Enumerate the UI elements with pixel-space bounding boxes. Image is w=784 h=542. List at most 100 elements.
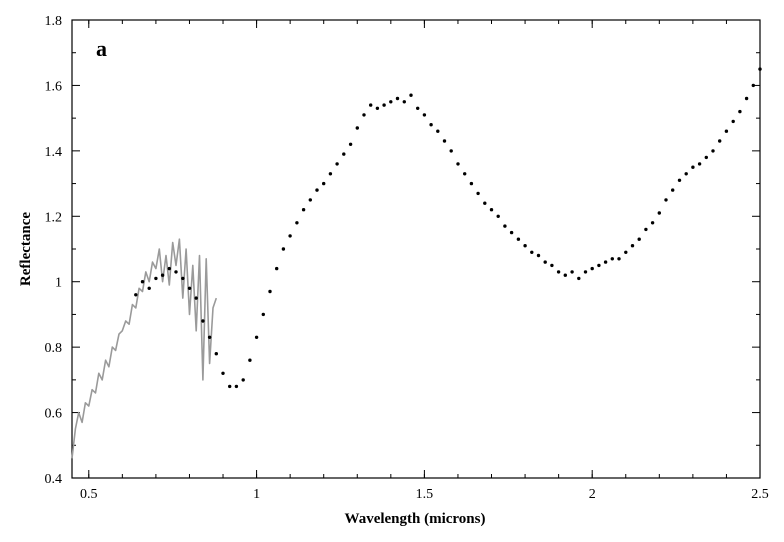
data-point: [248, 358, 252, 362]
data-point: [718, 139, 722, 143]
data-point: [550, 263, 554, 268]
data-point: [167, 266, 171, 271]
data-point: [288, 234, 292, 238]
panel-label: a: [96, 36, 107, 61]
data-point: [416, 106, 420, 111]
x-tick-label: 0.5: [80, 487, 98, 502]
data-point: [160, 273, 165, 277]
data-point: [644, 227, 648, 232]
data-point: [503, 224, 507, 228]
data-point: [449, 149, 453, 153]
series-0-line: [71, 238, 218, 459]
data-point: [570, 270, 574, 274]
data-point: [463, 172, 467, 176]
x-axis-title: Wavelength (microns): [345, 511, 486, 527]
data-point: [476, 191, 480, 196]
x-tick-label: 2: [589, 487, 596, 502]
data-point: [140, 280, 145, 284]
data-point: [650, 221, 655, 225]
data-point: [134, 293, 138, 297]
data-point: [436, 129, 440, 133]
data-point: [301, 208, 306, 212]
data-point: [751, 83, 755, 88]
data-point: [724, 129, 729, 133]
y-tick-label: 1: [55, 276, 62, 291]
data-point: [577, 276, 581, 281]
data-point: [563, 273, 567, 277]
data-point: [268, 289, 272, 294]
data-point: [738, 109, 742, 114]
data-point: [590, 266, 594, 271]
x-tick-label: 1.5: [416, 487, 434, 502]
series-layer: [71, 67, 762, 459]
data-point: [402, 100, 406, 104]
data-point: [201, 319, 205, 323]
data-point: [241, 378, 245, 382]
data-point: [684, 172, 688, 176]
data-point: [147, 286, 151, 290]
data-point: [671, 188, 675, 192]
data-point: [369, 103, 373, 107]
data-point: [610, 257, 614, 261]
data-point: [335, 162, 339, 166]
data-point: [691, 165, 695, 169]
y-tick-label: 0.4: [45, 472, 63, 487]
data-point: [154, 276, 158, 281]
data-point: [523, 244, 527, 248]
data-point: [603, 260, 608, 264]
data-point: [281, 247, 286, 251]
data-point: [389, 100, 393, 104]
y-tick-label: 1.6: [45, 79, 63, 94]
data-point: [758, 67, 762, 71]
data-point: [657, 211, 661, 215]
data-point: [362, 113, 366, 117]
data-point: [181, 276, 185, 281]
data-point: [187, 286, 192, 290]
y-tick-label: 1.4: [45, 145, 63, 160]
y-tick-label: 0.6: [45, 407, 63, 422]
plot-frame: [71, 19, 761, 479]
data-point: [275, 266, 279, 271]
data-point: [295, 221, 299, 225]
x-tick-label: 2.5: [751, 487, 769, 502]
data-point: [704, 155, 708, 160]
data-point: [677, 178, 682, 182]
data-point: [456, 162, 460, 166]
data-point: [556, 270, 561, 274]
data-point: [348, 142, 353, 146]
data-point: [214, 352, 218, 356]
y-axis-ticks: 0.4 0.6 0.8 1 1.2 1.4 1.6 1.8: [45, 14, 760, 487]
data-point: [315, 188, 319, 192]
data-point: [583, 270, 588, 274]
data-point: [254, 335, 259, 339]
data-point: [382, 103, 386, 107]
data-point: [530, 250, 534, 254]
data-point: [429, 123, 433, 127]
data-point: [375, 106, 380, 111]
data-point: [228, 384, 232, 389]
data-point: [543, 260, 547, 264]
data-point: [697, 162, 702, 166]
data-point: [342, 152, 346, 156]
data-point: [422, 113, 427, 117]
data-point: [536, 253, 541, 258]
data-point: [630, 244, 635, 248]
data-point: [409, 93, 413, 97]
y-axis-title: Reflectance: [18, 212, 34, 286]
data-point: [395, 96, 400, 101]
data-point: [355, 126, 359, 130]
data-point: [328, 172, 333, 176]
data-point: [469, 181, 474, 186]
data-point: [617, 257, 621, 261]
data-point: [489, 208, 494, 212]
x-tick-label: 1: [253, 487, 260, 502]
y-tick-label: 1.2: [45, 210, 63, 225]
x-axis-ticks: 0.5 1 1.5 2 2.5: [80, 20, 769, 502]
data-point: [624, 250, 628, 254]
data-point: [637, 237, 641, 241]
data-point: [221, 371, 225, 375]
data-point: [664, 198, 668, 202]
y-tick-label: 1.8: [45, 14, 63, 29]
data-point: [744, 96, 749, 101]
